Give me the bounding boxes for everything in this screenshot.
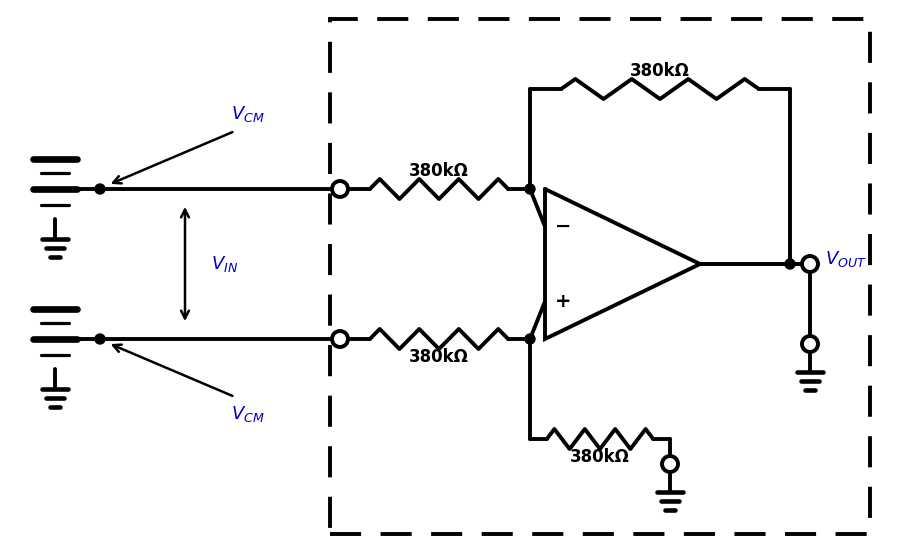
Text: $V_{CM}$: $V_{CM}$ (231, 404, 265, 424)
Text: 380kΩ: 380kΩ (570, 448, 630, 466)
Circle shape (802, 336, 818, 352)
Circle shape (802, 256, 818, 272)
Circle shape (95, 334, 105, 344)
Circle shape (95, 184, 105, 194)
Circle shape (332, 331, 348, 347)
Text: −: − (554, 217, 572, 236)
Text: $V_{IN}$: $V_{IN}$ (212, 254, 239, 274)
Text: 380kΩ: 380kΩ (410, 162, 469, 180)
Text: +: + (554, 292, 572, 311)
Circle shape (332, 181, 348, 197)
Text: 380kΩ: 380kΩ (410, 348, 469, 366)
Circle shape (525, 334, 535, 344)
Text: $V_{OUT}$: $V_{OUT}$ (825, 249, 867, 269)
Circle shape (785, 259, 795, 269)
Circle shape (662, 456, 678, 472)
Text: 380kΩ: 380kΩ (630, 62, 690, 80)
Text: $V_{CM}$: $V_{CM}$ (231, 104, 265, 124)
Circle shape (525, 184, 535, 194)
